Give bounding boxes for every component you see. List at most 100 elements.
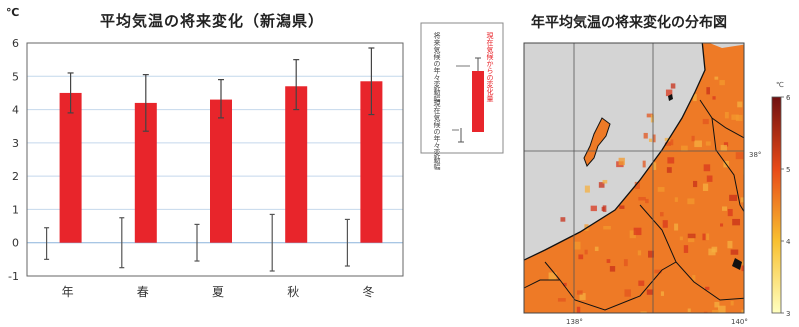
- map-cell: [740, 197, 744, 203]
- map-cell: [729, 194, 738, 201]
- y-tick-label: -1: [8, 270, 19, 283]
- map-cell: [703, 311, 708, 313]
- map-cell: [652, 134, 656, 143]
- map-cell: [634, 181, 640, 190]
- map-cell: [654, 269, 662, 274]
- map-cell: [730, 249, 739, 255]
- map-cell: [708, 248, 716, 256]
- map-cell: [722, 206, 728, 211]
- map-cell: [683, 245, 689, 253]
- map-cell: [646, 289, 654, 295]
- map-cell: [667, 157, 675, 164]
- colorbar-tick-label: 3: [786, 310, 790, 318]
- longitude-label: 140°: [731, 318, 748, 326]
- map-cell: [606, 259, 611, 263]
- map-cell: [548, 272, 557, 280]
- bar-夏: [210, 99, 232, 243]
- map-cell: [691, 135, 695, 142]
- map-cell: [693, 93, 697, 102]
- map-cell: [648, 138, 653, 142]
- map-cell: [674, 197, 678, 202]
- map-cell: [560, 217, 566, 222]
- border: [524, 279, 560, 289]
- map-cell: [609, 266, 616, 272]
- y-tick-label: 1: [12, 203, 19, 216]
- legend-frame: [420, 22, 504, 154]
- x-tick-label: 冬: [362, 284, 374, 299]
- map-cell: [705, 141, 711, 146]
- legend-lower-label: 現在気候の年々変動幅: [433, 100, 441, 171]
- map-cell: [646, 113, 654, 118]
- map-cell: [650, 114, 654, 123]
- bar-年: [59, 92, 82, 243]
- map-cell: [723, 142, 729, 147]
- map-cell: [670, 83, 676, 89]
- colorbar-unit: ℃: [776, 81, 784, 89]
- map-cell: [664, 137, 671, 142]
- map-cell: [664, 142, 672, 146]
- map-cell: [731, 114, 739, 120]
- map-cell: [660, 291, 664, 296]
- coastline: [524, 43, 706, 261]
- map-cell: [687, 233, 696, 239]
- map-cell: [624, 289, 631, 297]
- map-cell: [735, 114, 743, 122]
- map-cell: [633, 227, 642, 236]
- y-tick-label: 6: [12, 37, 19, 50]
- map-cell: [594, 246, 599, 252]
- map-cell: [668, 139, 674, 146]
- map-cell: [665, 89, 673, 97]
- map-cell: [720, 223, 724, 227]
- colorbar-tick-label: 4: [786, 238, 791, 246]
- map-cell: [666, 167, 672, 173]
- map-cell: [714, 301, 720, 308]
- x-tick-label: 秋: [287, 285, 299, 299]
- sado-island: [583, 117, 611, 167]
- map-cell: [724, 111, 729, 119]
- legend-bar-swatch: [472, 71, 484, 132]
- map-cell: [703, 164, 711, 172]
- map-cell: [618, 157, 625, 166]
- map-cell: [662, 220, 668, 228]
- map-cell: [637, 250, 642, 256]
- map-cell: [712, 96, 716, 100]
- map-cell: [719, 80, 725, 86]
- map-cell: [702, 118, 709, 125]
- map-cell: [712, 309, 719, 313]
- plot-frame: [26, 42, 404, 277]
- map-cell: [603, 225, 611, 230]
- map-cell: [584, 249, 588, 255]
- map-cell: [576, 290, 583, 295]
- legend-bar-label: 現在気候からの変化量: [486, 32, 494, 102]
- map-cell: [706, 175, 713, 182]
- map-cell: [702, 183, 709, 191]
- map-cell: [732, 218, 741, 226]
- map-cell: [598, 182, 605, 188]
- y-tick-label: 3: [12, 137, 19, 150]
- x-tick-label: 年: [62, 285, 74, 299]
- map-cell: [730, 300, 734, 306]
- map-cell: [574, 241, 581, 250]
- y-tick-label: 2: [12, 170, 19, 183]
- colorbar-tick-label: 6: [786, 94, 791, 102]
- bar-秋: [285, 86, 308, 243]
- map-cell: [652, 162, 657, 170]
- latitude-label: 38°: [749, 151, 761, 159]
- bar-春: [134, 102, 157, 243]
- map-cell: [735, 152, 744, 160]
- map-body: [524, 43, 744, 313]
- map-cell: [584, 185, 590, 193]
- map-cell: [629, 230, 636, 239]
- map-cell: [694, 140, 702, 148]
- chart-title: 平均気温の将来変化（新潟県）: [100, 12, 325, 30]
- border: [699, 99, 744, 139]
- map-cell: [619, 205, 625, 209]
- map-cell: [638, 196, 646, 201]
- border: [639, 204, 744, 301]
- map-cell: [741, 309, 744, 313]
- map-cell: [579, 293, 586, 301]
- map-cell: [674, 223, 679, 231]
- map-frame: [523, 42, 745, 314]
